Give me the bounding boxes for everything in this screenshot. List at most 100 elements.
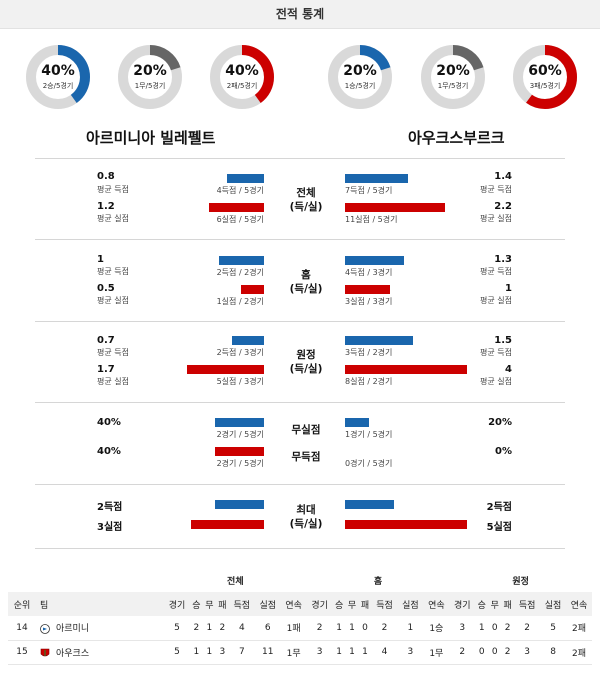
away-clean-sheet-pct: 20% [488, 417, 512, 428]
team-cell[interactable]: 아르미니 [36, 616, 164, 641]
donut-record: 2패/5경기 [226, 82, 258, 90]
donut-pct: 40% [41, 63, 75, 79]
stat-cell: 2 [189, 616, 203, 641]
away-scored-bar [345, 174, 408, 183]
group-spacer [8, 568, 36, 592]
home-no-score-bar [215, 447, 264, 456]
donut-record: 1무/5경기 [437, 82, 469, 90]
away-no-score-pct: 0% [495, 446, 512, 457]
home-avg-scored: 0.8 [97, 171, 115, 182]
home-avg-conceded: 1.2 [97, 201, 115, 212]
col-header: 승 [332, 592, 346, 616]
home-scored-bar [227, 174, 264, 183]
away-max-scored: 2득점 [486, 502, 512, 513]
divider [35, 158, 565, 159]
section-label: 원정 (득/실) [276, 348, 336, 376]
col-header: 무 [202, 592, 216, 616]
home-conceded-bar [187, 365, 264, 374]
table-row: 15 아우크스 5 1 1 3 7 11 1무 3 1 1 1 4 3 1무 2 0 0 2 3 8 2패 [8, 640, 592, 665]
clean-sheet-label: 무실점 [291, 424, 321, 436]
stat-cell: 1 [332, 640, 346, 665]
stat-cell: 5 [164, 640, 190, 665]
away-conceded-caption: 8실점 / 2경기 [345, 377, 393, 386]
stat-cell: 4 [371, 640, 398, 665]
divider [35, 239, 565, 240]
away-conceded-caption: 11실점 / 5경기 [345, 215, 398, 224]
away-clean-sheet-caption: 1경기 / 5경기 [345, 430, 393, 439]
away-draw-donut: 20% 1무/5경기 [421, 45, 485, 109]
stat-cell: 0 [475, 640, 489, 665]
stat-cell: 1 [397, 616, 424, 641]
col-header: 득점 [228, 592, 255, 616]
stat-cell: 1 [332, 616, 346, 641]
section-label-title: 전체 [296, 187, 316, 199]
col-header: 패 [501, 592, 515, 616]
team-name: 아우크스 [56, 648, 90, 659]
home-conceded-caption: 6실점 / 5경기 [216, 215, 264, 224]
donut-record: 1무/5경기 [134, 82, 166, 90]
stat-cell: 3 [449, 616, 476, 641]
away-max-scored-bar [345, 500, 394, 509]
col-header: 연속 [566, 592, 592, 616]
col-header: 실점 [254, 592, 281, 616]
section-label-title: 홈 [301, 269, 311, 281]
home-avg-conceded-label: 평균 실점 [97, 296, 129, 305]
stat-cell: 7 [228, 640, 255, 665]
away-avg-conceded-label: 평균 실점 [480, 377, 512, 386]
home-clean-sheet-bar [215, 418, 264, 427]
home-no-score-caption: 2경기 / 5경기 [216, 459, 264, 468]
away-conceded-caption: 3실점 / 3경기 [345, 297, 393, 306]
col-header: 승 [475, 592, 489, 616]
stat-cell: 11 [254, 640, 281, 665]
stat-cell: 1 [358, 640, 372, 665]
away-no-score-caption: 0경기 / 5경기 [345, 459, 393, 468]
away-avg-conceded: 2.2 [494, 201, 512, 212]
col-header: 패 [215, 592, 229, 616]
home-scored-caption: 2득점 / 3경기 [216, 348, 264, 357]
away-scored-bar [345, 256, 404, 265]
stat-cell: 8 [540, 640, 567, 665]
stat-cell: 0 [488, 616, 502, 641]
standings-header-row: 순위 팀 경기 승 무 패 득점 실점 연속 경기 승 무 패 득점 실점 연속 경기 승 무 패 득점 실점 연속 [8, 592, 592, 616]
page-header: 전적 통계 [0, 0, 600, 29]
home-conceded-caption: 1실점 / 2경기 [216, 297, 264, 306]
stat-cell: 5 [164, 616, 190, 641]
home-conceded-bar [209, 203, 264, 212]
stat-cell: 1 [475, 616, 489, 641]
stat-cell: 5 [540, 616, 567, 641]
home-avg-conceded-label: 평균 실점 [97, 214, 129, 223]
stat-cell: 1패 [280, 616, 307, 641]
away-avg-conceded-label: 평균 실점 [480, 296, 512, 305]
donut-pct: 60% [528, 63, 562, 79]
home-avg-conceded-label: 평균 실점 [97, 377, 129, 386]
group-all: 전체 [227, 576, 244, 587]
team-cell[interactable]: 아우크스 [36, 640, 164, 665]
home-max-conceded: 3실점 [97, 522, 123, 533]
stat-cell: 1 [189, 640, 203, 665]
stat-cell: 1 [202, 640, 216, 665]
donut-pct: 20% [436, 63, 470, 79]
home-max-scored: 2득점 [97, 502, 123, 513]
divider [35, 548, 565, 549]
donut-arc [26, 45, 90, 109]
donut-record: 1승/5경기 [344, 82, 376, 90]
stat-cell: 2패 [566, 640, 592, 665]
col-header: 무 [488, 592, 502, 616]
home-avg-scored: 0.7 [97, 335, 115, 346]
stat-cell: 3 [514, 640, 541, 665]
home-avg-scored-label: 평균 득점 [97, 185, 129, 194]
donut-pct: 40% [225, 63, 259, 79]
stat-cell: 0 [358, 616, 372, 641]
col-header: 경기 [164, 592, 190, 616]
team-logo-icon [40, 648, 50, 658]
col-header: 경기 [306, 592, 333, 616]
donut-pct: 20% [133, 63, 167, 79]
donut-chart [513, 45, 577, 109]
away-scored-caption: 3득점 / 2경기 [345, 348, 393, 357]
home-no-score-pct: 40% [97, 446, 121, 457]
home-max-conceded-bar [191, 520, 264, 529]
away-avg-scored: 1.4 [494, 171, 512, 182]
stat-cell: 2패 [566, 616, 592, 641]
col-rank: 순위 [8, 592, 36, 616]
stat-cell: 6 [254, 616, 281, 641]
